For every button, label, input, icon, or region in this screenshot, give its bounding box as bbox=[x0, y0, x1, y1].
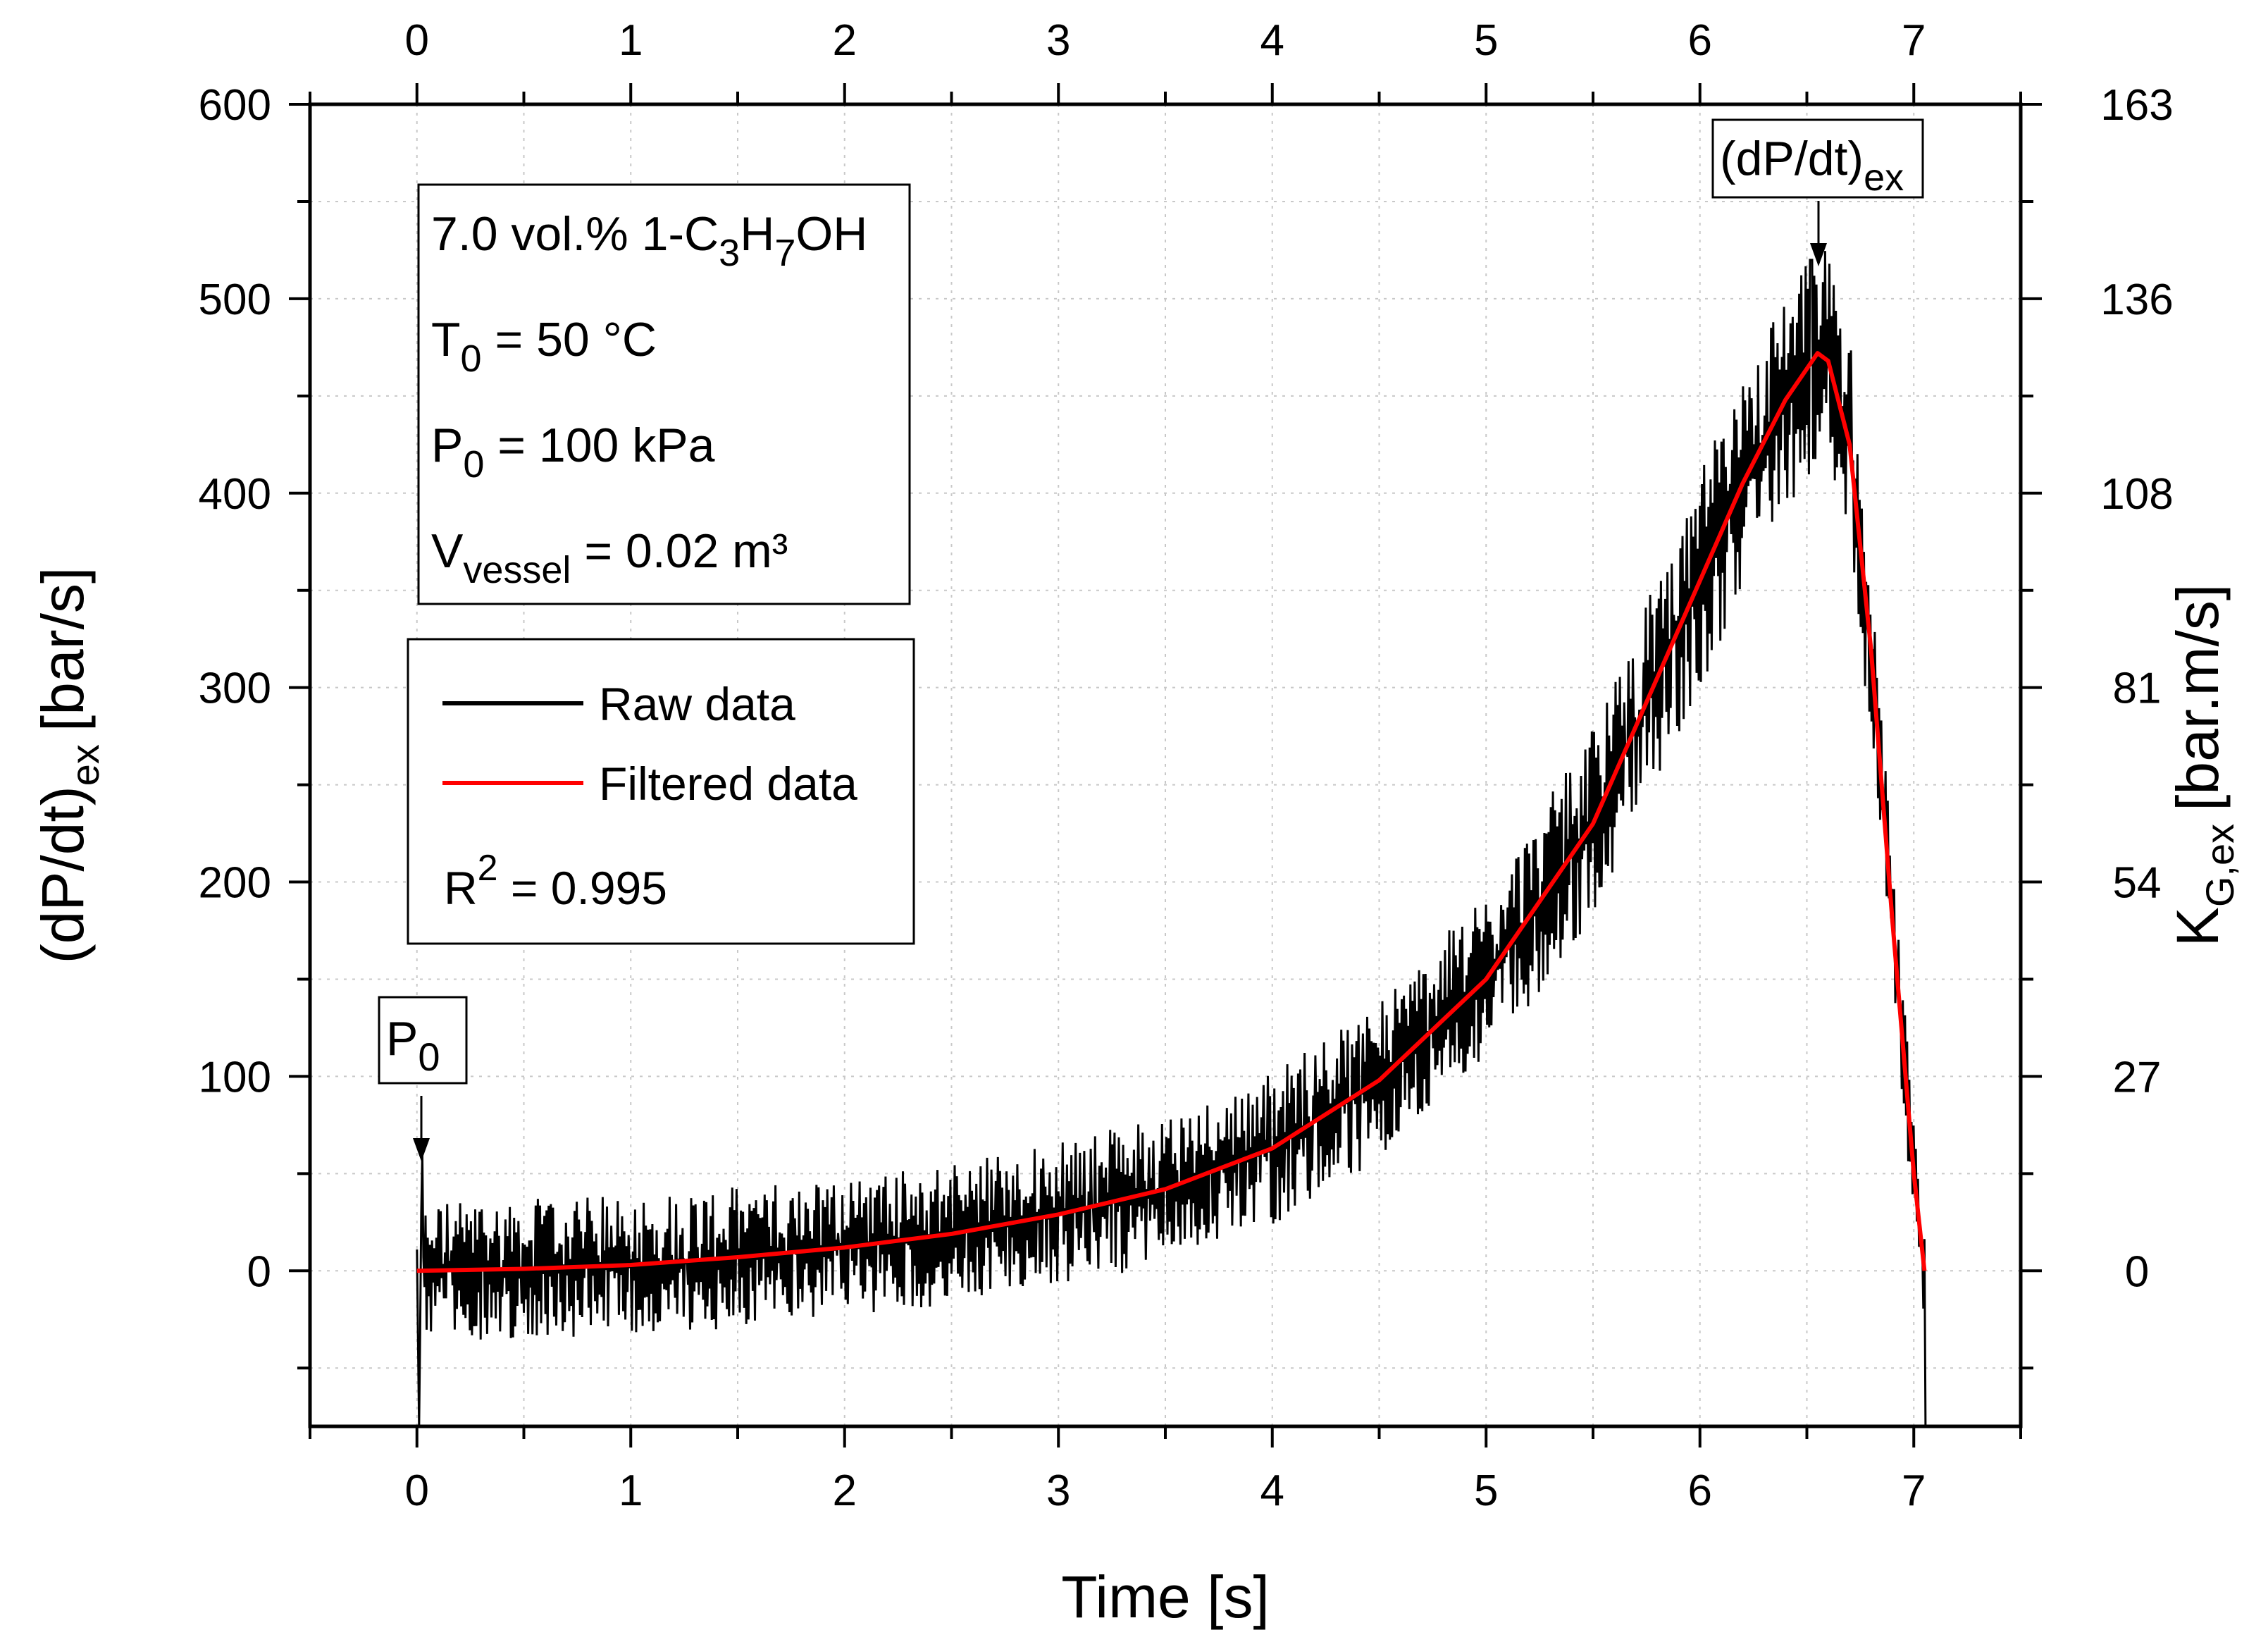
y2-axis-title: KG,ex[bar.m/s] bbox=[2164, 584, 2242, 946]
x-tick-label-bottom: 7 bbox=[1902, 1467, 1926, 1515]
x-tick-label-bottom: 2 bbox=[833, 1467, 857, 1515]
y2-tick-label-right: 54 bbox=[2113, 859, 2162, 908]
legend-label-raw: Raw data bbox=[599, 678, 795, 730]
filtered-data-series bbox=[416, 351, 1927, 1273]
info-line-volume: Vvessel = 0.02 m³ bbox=[431, 524, 788, 591]
y2-tick-label-right: 163 bbox=[2100, 81, 2173, 130]
info-line-composition: 7.0 vol.% 1-C3H7OH bbox=[431, 207, 867, 274]
y2-tick-label-right: 108 bbox=[2100, 470, 2173, 519]
x-tick-label-bottom: 6 bbox=[1688, 1467, 1712, 1515]
x-tick-label-bottom: 0 bbox=[405, 1467, 429, 1515]
y-axis-title: (dP/dt)ex[bar/s] bbox=[30, 567, 107, 964]
x-tick-label-top: 1 bbox=[619, 16, 643, 65]
annotation-p0-arrowhead bbox=[413, 1138, 430, 1161]
x-tick-label-top: 2 bbox=[833, 16, 857, 65]
y-tick-label-left: 0 bbox=[247, 1247, 271, 1296]
annotation-p0: P0 bbox=[378, 996, 468, 1161]
x-tick-label-bottom: 5 bbox=[1474, 1467, 1498, 1515]
y-tick-label-left: 300 bbox=[199, 665, 271, 713]
legend-label-filtered: Filtered data bbox=[599, 758, 857, 810]
x-tick-label-top: 3 bbox=[1046, 16, 1070, 65]
annotation-peak-arrowhead bbox=[1810, 243, 1827, 266]
x-tick-label-bottom: 3 bbox=[1046, 1467, 1070, 1515]
x-tick-label-top: 0 bbox=[405, 16, 429, 65]
annotation-peak: (dP/dt)ex bbox=[1711, 118, 1924, 266]
raw-data-series bbox=[416, 251, 1929, 1426]
y2-tick-label-right: 136 bbox=[2100, 276, 2173, 324]
x-tick-label-top: 5 bbox=[1474, 16, 1498, 65]
svg-text:P0: P0 bbox=[386, 1012, 440, 1079]
info-line-pressure: P0 = 100 kPa bbox=[431, 419, 715, 486]
x-tick-label-top: 6 bbox=[1688, 16, 1712, 65]
svg-text:(dP/dt)ex: (dP/dt)ex bbox=[1720, 132, 1904, 199]
y2-tick-label-right: 27 bbox=[2113, 1053, 2162, 1101]
axes: 0 0 1 1 2 2 3 3 4 4 5 5 6 6 7 7 0 100 200 300 400 500 600 0 27 54… bbox=[199, 16, 2174, 1515]
y2-tick-label-right: 81 bbox=[2113, 665, 2162, 713]
y-tick-label-left: 600 bbox=[199, 81, 271, 130]
x-tick-label-bottom: 1 bbox=[619, 1467, 643, 1515]
y-tick-label-left: 400 bbox=[199, 470, 271, 519]
grid-lines bbox=[310, 104, 2021, 1426]
y-tick-label-left: 100 bbox=[199, 1053, 271, 1101]
y-tick-label-left: 200 bbox=[199, 859, 271, 908]
x-axis-title: Time [s] bbox=[1061, 1564, 1270, 1630]
legend-r-squared: R2 = 0.995 bbox=[444, 848, 667, 914]
x-tick-label-top: 4 bbox=[1260, 16, 1284, 65]
filtered-data-line bbox=[416, 351, 1927, 1273]
info-box: 7.0 vol.% 1-C3H7OH T0 = 50 °C P0 = 100 k… bbox=[417, 183, 911, 605]
raw-data-line bbox=[416, 251, 1929, 1426]
x-tick-label-bottom: 4 bbox=[1260, 1467, 1284, 1515]
y-tick-label-left: 500 bbox=[199, 276, 271, 324]
info-line-temperature: T0 = 50 °C bbox=[431, 313, 657, 380]
legend: Raw data Filtered data R2 = 0.995 bbox=[407, 638, 915, 945]
y2-tick-label-right: 0 bbox=[2125, 1247, 2149, 1296]
x-tick-label-top: 7 bbox=[1902, 16, 1926, 65]
